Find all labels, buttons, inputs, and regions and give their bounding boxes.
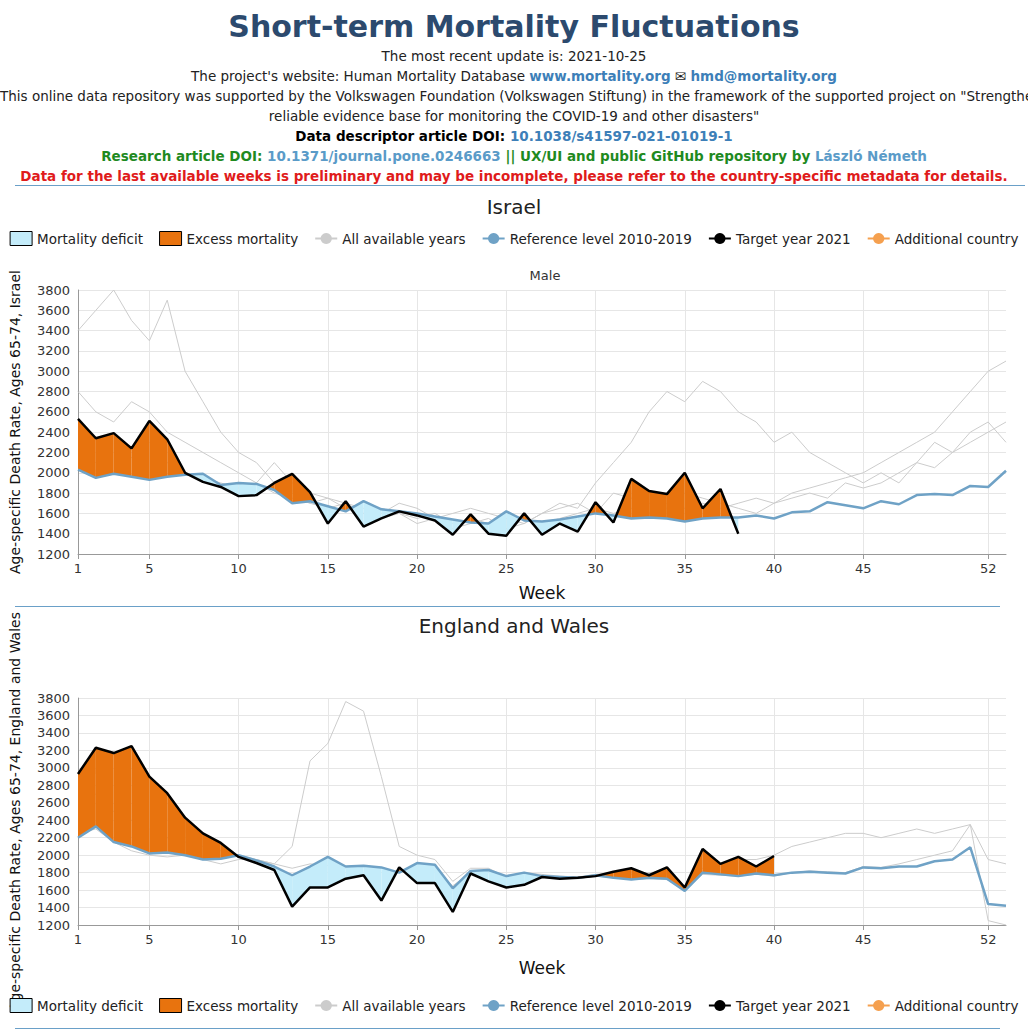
svg-text:1600: 1600 bbox=[37, 883, 70, 898]
svg-text:Additional country: Additional country bbox=[895, 231, 1019, 247]
svg-text:1400: 1400 bbox=[37, 900, 70, 915]
svg-text:3600: 3600 bbox=[37, 303, 70, 318]
svg-text:5: 5 bbox=[145, 561, 153, 576]
svg-text:15: 15 bbox=[320, 561, 337, 576]
svg-text:3000: 3000 bbox=[37, 364, 70, 379]
svg-text:2000: 2000 bbox=[37, 465, 70, 480]
svg-text:2200: 2200 bbox=[37, 445, 70, 460]
svg-text:40: 40 bbox=[766, 932, 783, 947]
svg-text:30: 30 bbox=[587, 561, 604, 576]
svg-text:1200: 1200 bbox=[37, 547, 70, 562]
html-text:Data descriptor article DOI: 1: Data descriptor article DOI: 10.1038/s41… bbox=[295, 128, 733, 144]
svg-text:Male: Male bbox=[530, 268, 561, 283]
svg-text:Israel: Israel bbox=[487, 195, 542, 219]
svg-text:2400: 2400 bbox=[37, 425, 70, 440]
svg-text:2600: 2600 bbox=[37, 795, 70, 810]
svg-text:England and Wales: England and Wales bbox=[419, 614, 610, 638]
svg-text:Excess mortality: Excess mortality bbox=[187, 231, 299, 247]
html-text:The most recent update is: 202: The most recent update is: 2021-10-25 bbox=[381, 48, 647, 64]
svg-text:Additional country: Additional country bbox=[895, 998, 1019, 1014]
svg-text:3400: 3400 bbox=[37, 323, 70, 338]
svg-text:Target year 2021: Target year 2021 bbox=[735, 998, 851, 1014]
svg-text:40: 40 bbox=[766, 561, 783, 576]
svg-text:1: 1 bbox=[74, 932, 82, 947]
svg-text:45: 45 bbox=[855, 561, 872, 576]
html-text:Research article DOI: 10.1371/: Research article DOI: 10.1371/journal.po… bbox=[101, 148, 927, 164]
svg-text:3000: 3000 bbox=[37, 760, 70, 775]
svg-text:3600: 3600 bbox=[37, 708, 70, 723]
svg-text:3800: 3800 bbox=[37, 691, 70, 706]
html-text:The project's website: Human M: The project's website: Human Mortality D… bbox=[191, 68, 837, 84]
svg-text:Week: Week bbox=[519, 583, 566, 603]
svg-text:2800: 2800 bbox=[37, 778, 70, 793]
svg-text:Mortality deficit: Mortality deficit bbox=[37, 998, 143, 1014]
svg-text:Week: Week bbox=[519, 958, 566, 978]
svg-text:10: 10 bbox=[230, 561, 247, 576]
svg-text:35: 35 bbox=[676, 932, 693, 947]
svg-text:20: 20 bbox=[409, 561, 426, 576]
svg-text:Excess mortality: Excess mortality bbox=[187, 998, 299, 1014]
svg-text:All available years: All available years bbox=[342, 231, 465, 247]
svg-text:2800: 2800 bbox=[37, 384, 70, 399]
svg-text:3200: 3200 bbox=[37, 343, 70, 358]
svg-text:Mortality deficit: Mortality deficit bbox=[37, 231, 143, 247]
svg-text:3400: 3400 bbox=[37, 725, 70, 740]
svg-text:2000: 2000 bbox=[37, 848, 70, 863]
svg-text:35: 35 bbox=[676, 561, 693, 576]
svg-text:25: 25 bbox=[498, 561, 515, 576]
svg-text:1: 1 bbox=[74, 561, 82, 576]
svg-text:45: 45 bbox=[855, 932, 872, 947]
svg-text:1800: 1800 bbox=[37, 865, 70, 880]
svg-text:2600: 2600 bbox=[37, 404, 70, 419]
svg-text:Reference level 2010-2019: Reference level 2010-2019 bbox=[510, 231, 692, 247]
html-text:Data for the last available we: Data for the last available weeks is pre… bbox=[20, 168, 1008, 184]
svg-text:20: 20 bbox=[409, 932, 426, 947]
svg-text:5: 5 bbox=[145, 932, 153, 947]
svg-text:All available years: All available years bbox=[342, 998, 465, 1014]
svg-text:30: 30 bbox=[587, 932, 604, 947]
svg-text:25: 25 bbox=[498, 932, 515, 947]
svg-text:52: 52 bbox=[980, 932, 997, 947]
svg-text:10: 10 bbox=[230, 932, 247, 947]
svg-text:1600: 1600 bbox=[37, 506, 70, 521]
svg-text:52: 52 bbox=[980, 561, 997, 576]
svg-text:Target year 2021: Target year 2021 bbox=[735, 231, 851, 247]
svg-text:1200: 1200 bbox=[37, 918, 70, 933]
svg-text:3200: 3200 bbox=[37, 743, 70, 758]
svg-text:2200: 2200 bbox=[37, 830, 70, 845]
html-text:reliable evidence base for mon: reliable evidence base for monitoring th… bbox=[268, 108, 760, 124]
svg-text:1400: 1400 bbox=[37, 526, 70, 541]
svg-text:1800: 1800 bbox=[37, 486, 70, 501]
svg-text:2400: 2400 bbox=[37, 813, 70, 828]
html-text:Short-term Mortality Fluctuati: Short-term Mortality Fluctuations bbox=[228, 9, 800, 44]
svg-text:Age-specific Death Rate, Ages: Age-specific Death Rate, Ages 65-74, Eng… bbox=[7, 612, 23, 1011]
svg-text:15: 15 bbox=[320, 932, 337, 947]
svg-text:Age-specific Death Rate, Ages: Age-specific Death Rate, Ages 65-74, Isr… bbox=[7, 270, 23, 574]
svg-text:3800: 3800 bbox=[37, 283, 70, 298]
svg-text:Reference level 2010-2019: Reference level 2010-2019 bbox=[510, 998, 692, 1014]
